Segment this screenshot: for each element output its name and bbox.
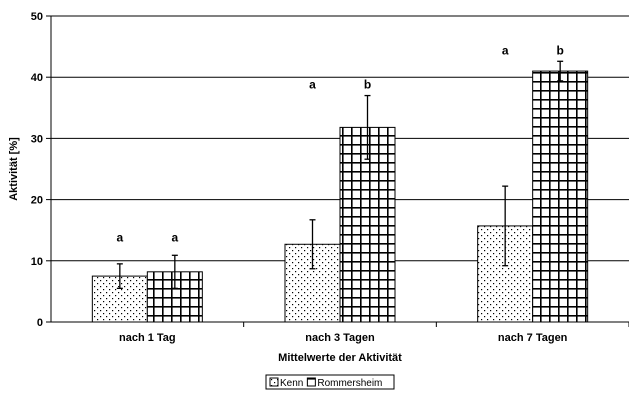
- x-axis-title: Mittelwerte der Aktivität: [278, 352, 402, 364]
- x-category-labels: nach 1 Tag nach 3 Tagen nach 7 Tagen: [119, 332, 568, 344]
- significance-label: a: [502, 43, 509, 57]
- legend-swatch-rommersheim: [306, 377, 316, 387]
- y-tick-label: 20: [31, 195, 43, 207]
- y-tick-label: 40: [31, 72, 43, 84]
- legend-swatch-kenn: [269, 377, 279, 387]
- bars: [91, 70, 589, 323]
- y-tick-labels: 0 10 20 30 40 50: [31, 11, 43, 329]
- legend: Kenn Rommersheim: [265, 374, 395, 390]
- y-tick-label: 50: [31, 11, 43, 23]
- bar-rommersheim: [532, 70, 589, 323]
- y-tick-label: 10: [31, 256, 43, 268]
- axes: [46, 15, 629, 327]
- y-tick-label: 30: [31, 133, 43, 145]
- significance-labels: a a a b a b: [116, 43, 563, 244]
- legend-label: Kenn: [280, 378, 303, 389]
- x-category-label: nach 3 Tagen: [305, 332, 375, 344]
- significance-label: b: [556, 43, 563, 57]
- significance-label: a: [309, 78, 316, 92]
- significance-label: a: [171, 230, 178, 244]
- significance-label: b: [364, 78, 371, 92]
- y-tick-label: 0: [37, 317, 43, 329]
- significance-label: a: [116, 230, 123, 244]
- legend-box: [265, 374, 395, 390]
- legend-label: Rommersheim: [317, 378, 382, 389]
- error-bars: [116, 60, 564, 289]
- y-axis-title: Aktivität [%]: [8, 137, 20, 201]
- x-category-label: nach 1 Tag: [119, 332, 176, 344]
- x-category-label: nach 7 Tagen: [498, 332, 568, 344]
